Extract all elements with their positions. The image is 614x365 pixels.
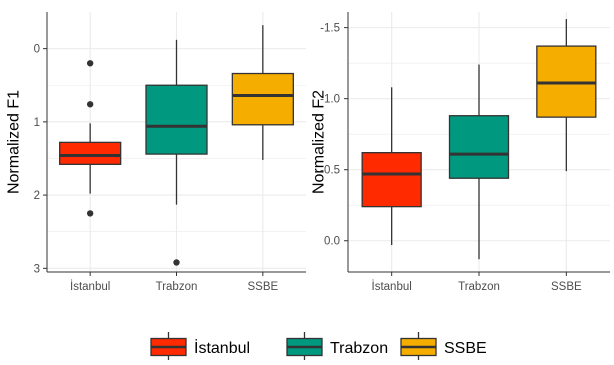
box-istanbul <box>59 60 122 217</box>
panel-f2: -1.5 -1.0 -0.5 0.0 İstanbul Trabzon SSBE Normal… <box>311 12 610 293</box>
y-tick-label: 3 <box>34 263 40 275</box>
panel-f1: 0 1 2 3 İstanbul Trabzon SSBE Normalized F1 <box>6 12 306 293</box>
legend-label: SSBE <box>444 340 487 357</box>
y-tick-label: 0.0 <box>324 236 340 248</box>
box-body <box>361 152 422 208</box>
legend-label: Trabzon <box>330 340 388 357</box>
outlier-point <box>86 60 94 67</box>
outlier-point <box>86 101 94 108</box>
box-body <box>59 141 122 165</box>
box-trabzon <box>145 39 208 266</box>
outlier-point <box>173 259 180 266</box>
y-tick-label: 0 <box>34 44 40 56</box>
legend-item-ssbe: SSBE <box>400 332 487 362</box>
box-ssbe <box>231 25 294 160</box>
y-tick-label: -1.0 <box>320 94 340 106</box>
legend-item-istanbul: İstanbul <box>150 332 250 362</box>
x-tick-label: İstanbul <box>372 280 412 293</box>
x-tick-label: Trabzon <box>458 281 500 293</box>
box-trabzon <box>448 64 510 260</box>
legend-label: İstanbul <box>194 338 250 357</box>
x-tick-label: SSBE <box>247 281 278 293</box>
x-tick-label: Trabzon <box>156 281 198 293</box>
box-body <box>231 72 294 126</box>
x-tick-label: İstanbul <box>70 280 110 293</box>
legend-item-trabzon: Trabzon <box>286 332 388 362</box>
y-tick-label: -0.5 <box>320 165 340 177</box>
y-tick-label: 2 <box>34 190 40 202</box>
y-axis-title: Normalized F1 <box>6 90 23 194</box>
box-body <box>145 84 208 155</box>
y-tick-label: 1 <box>34 117 40 129</box>
outlier-point <box>86 210 94 217</box>
y-axis-title: Normalized F2 <box>311 90 328 194</box>
x-tick-label: SSBE <box>551 281 582 293</box>
legend: İstanbul Trabzon SSBE <box>150 332 487 362</box>
box-istanbul <box>361 87 422 246</box>
box-ssbe <box>536 19 597 172</box>
y-tick-label: -1.5 <box>320 23 340 35</box>
box-body <box>448 115 510 179</box>
